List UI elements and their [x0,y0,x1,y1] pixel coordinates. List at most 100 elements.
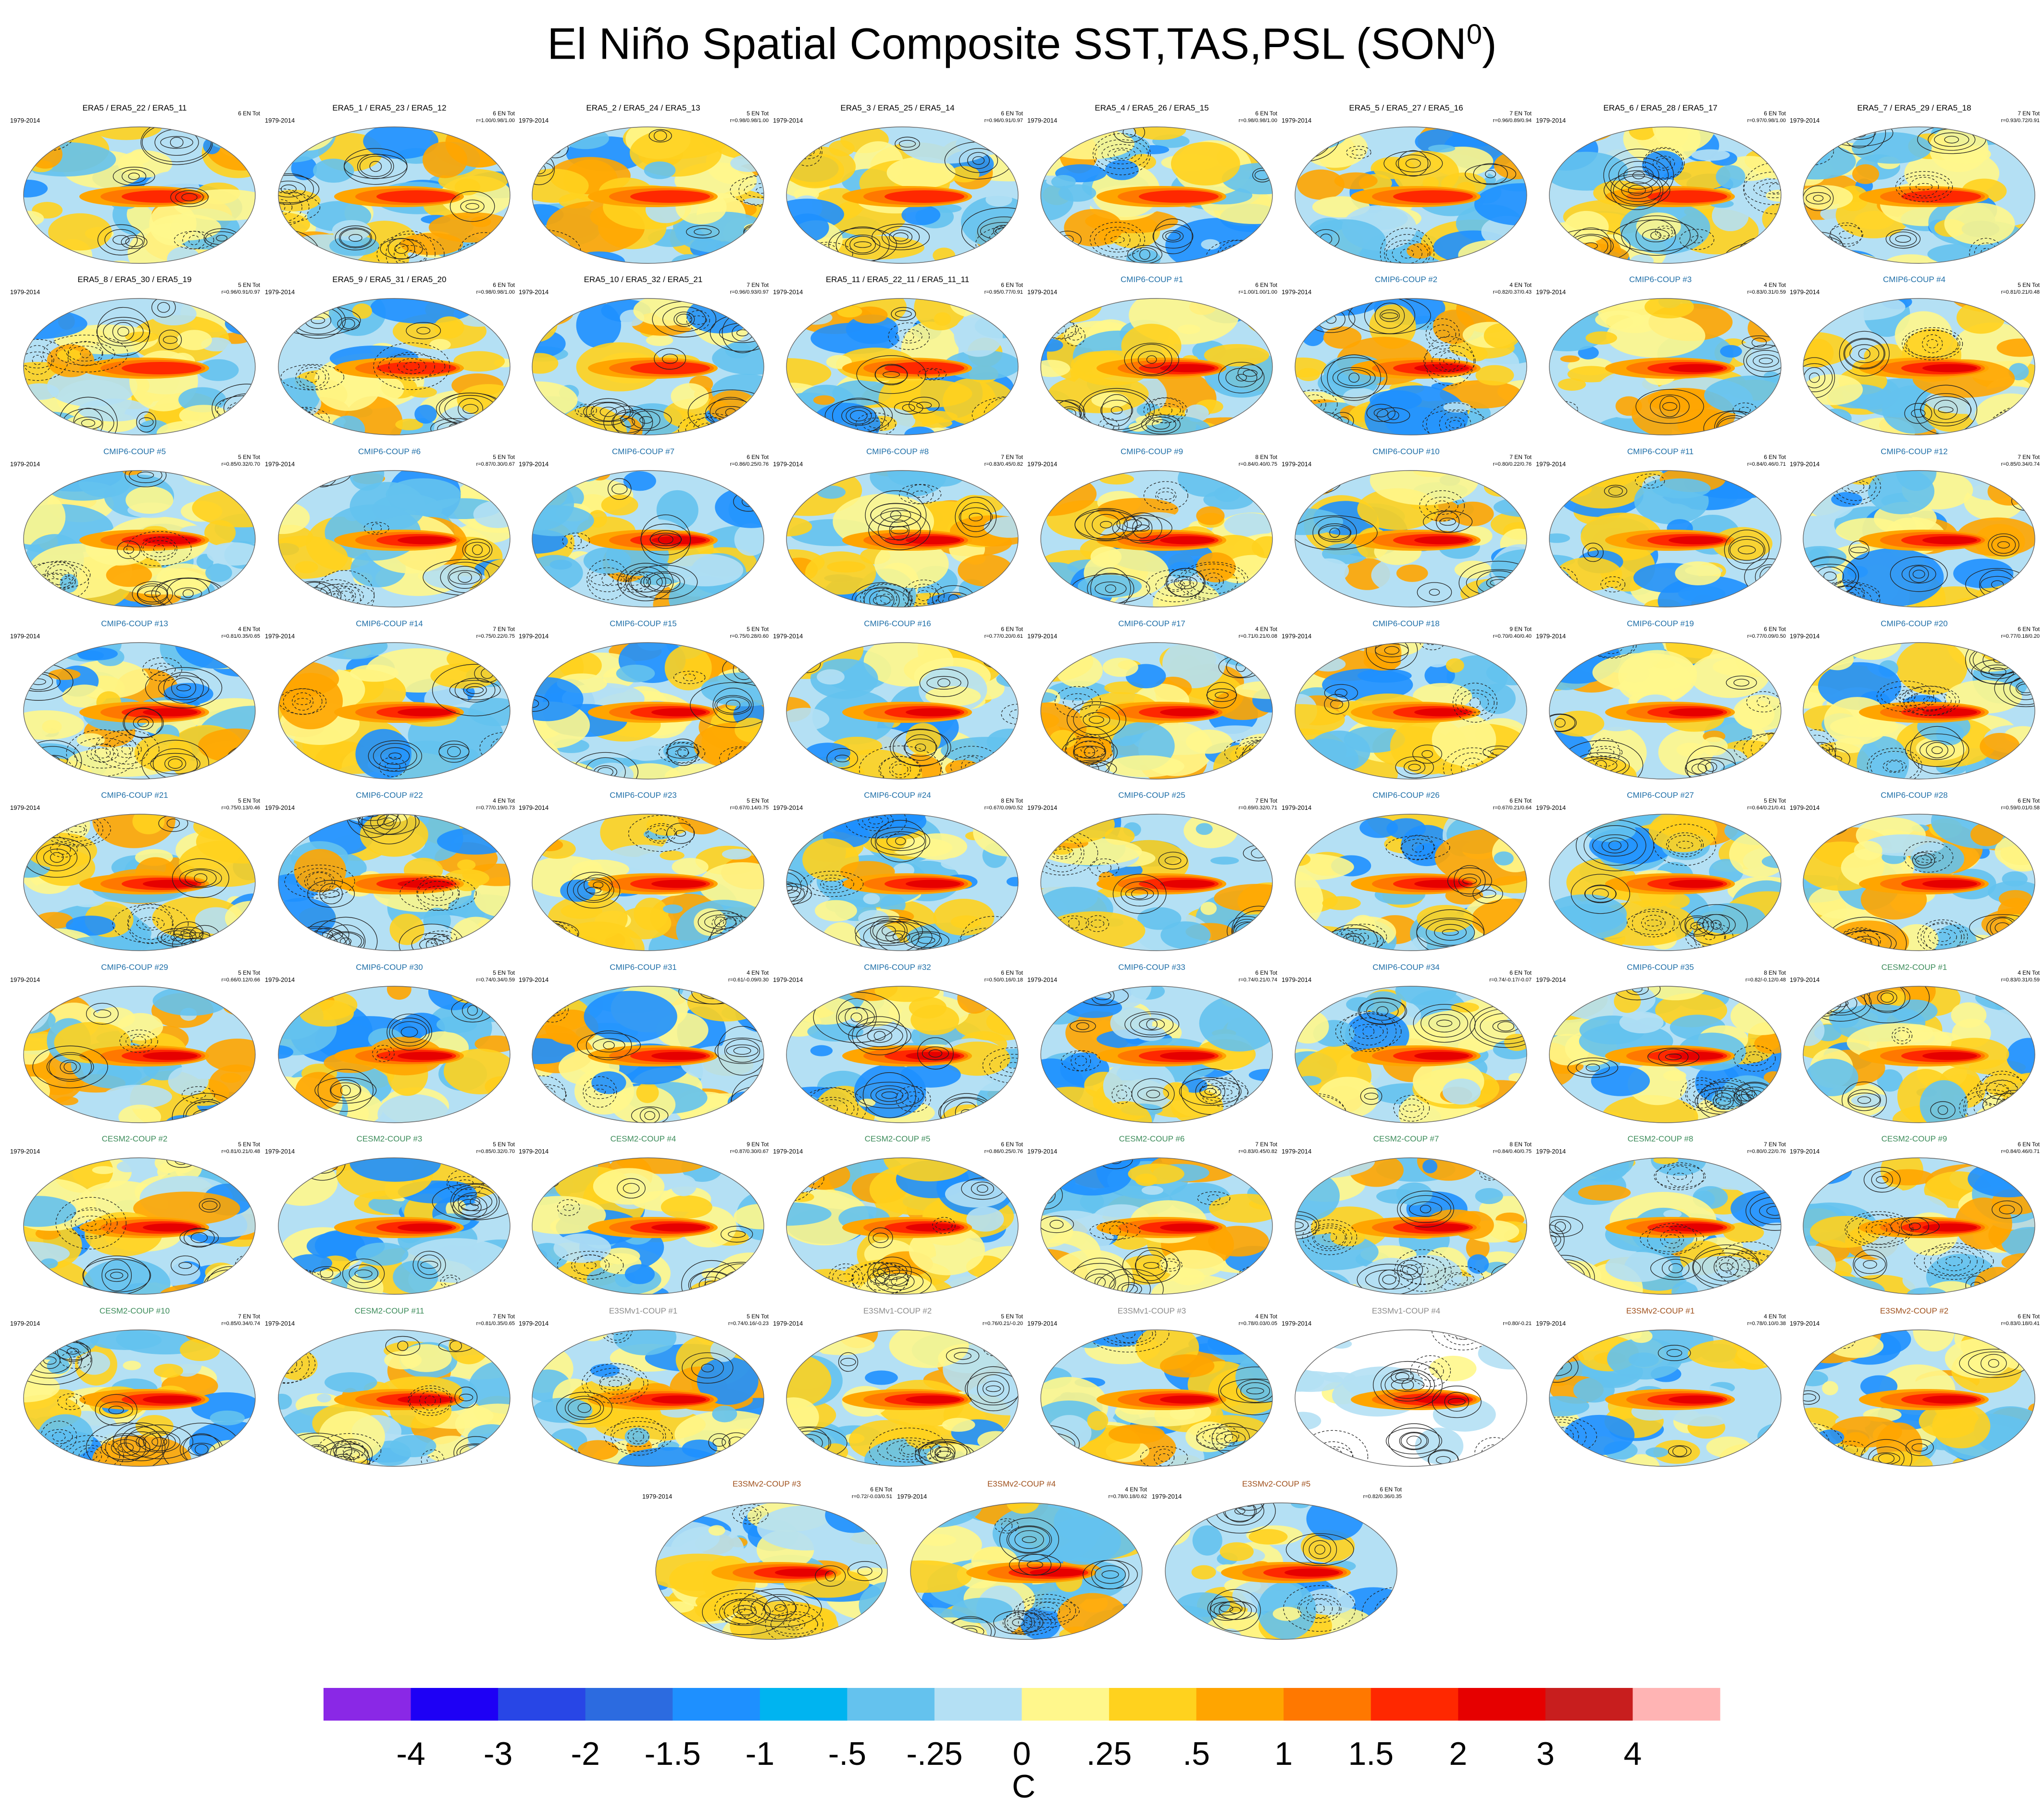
map-field [786,1158,1018,1294]
panel-title: CESM2-COUP #6 [1119,1134,1185,1143]
psl-contour [1904,403,1932,424]
psl-contour [1247,924,1271,939]
anomaly-patch [593,1168,665,1205]
psl-contour [278,188,310,226]
psl-contour [737,1265,764,1294]
panel-correlation: r=0.95/0.77/0.91 [984,289,1023,295]
psl-contour [1113,149,1130,159]
anomaly-patch [789,1192,814,1202]
psl-contour [895,310,912,318]
anomaly-patch [1553,769,1606,779]
panel-period: 1979-2014 [773,117,803,124]
anomaly-patch [671,1175,697,1196]
psl-contour [1295,133,1308,144]
map-panel: CMIP6-COUP #35 1979-2014 8 EN Tot r=0.82/-0… [1536,963,1786,1126]
anomaly-patch [295,1072,343,1111]
anomaly-patch [278,1158,308,1182]
panel-title: ERA5_4 / ERA5_26 / ERA5_15 [1095,103,1209,112]
map-panel: CMIP6-COUP #1 1979-2014 6 EN Tot r=1.00/1.0… [1027,275,1277,438]
psl-contour [786,1167,806,1190]
psl-contour [117,327,129,337]
psl-contour [575,404,597,417]
panel-event-count: 6 EN Tot [1255,282,1277,288]
psl-contour [1838,591,1856,599]
panel-correlation: r=0.59/0.01/0.58 [2001,805,2040,811]
psl-contour [47,564,75,585]
psl-contour [982,1158,1000,1163]
anomaly-patch [1064,209,1123,247]
panel-period: 1979-2014 [1027,460,1058,468]
psl-contour [474,1099,504,1119]
psl-contour [1300,1109,1334,1123]
anomaly-patch [1747,314,1778,343]
psl-contour [895,329,922,344]
anomaly-patch [910,1004,960,1035]
panel-correlation: r=0.67/0.14/0.75 [730,805,769,811]
warm-tongue [1160,364,1215,372]
panel-title: CMIP6-COUP #12 [1881,447,1948,456]
panel-title: CESM2-COUP #5 [864,1134,931,1143]
psl-contour [1448,420,1462,429]
psl-contour [24,127,73,144]
panel-correlation: r=0.69/0.32/0.71 [1238,805,1277,811]
panel-period: 1979-2014 [265,460,295,468]
anomaly-patch [837,305,862,318]
anomaly-patch [797,471,829,476]
panel-title: CESM2-COUP #8 [1627,1134,1694,1143]
psl-contour [462,538,493,561]
psl-contour [1309,761,1321,772]
psl-contour [192,1109,221,1123]
figure-title-superscript: 0 [1466,19,1482,50]
psl-contour [1559,643,1603,657]
psl-contour [294,1275,308,1284]
psl-contour [626,577,642,586]
psl-contour [1431,350,1468,372]
psl-contour [686,310,710,330]
anomaly-patch [57,349,82,361]
anomaly-patch [1951,1002,1987,1028]
anomaly-patch [901,205,941,225]
psl-contour [244,757,255,766]
psl-contour [199,1112,214,1122]
psl-contour [1220,252,1254,263]
panel-correlation: r=0.70/0.40/0.40 [1493,633,1532,639]
psl-contour [1839,230,1854,239]
psl-contour [1552,576,1563,586]
map-panel: CMIP6-COUP #30 1979-2014 5 EN Tot r=0.74/0.… [265,963,515,1126]
psl-contour [591,402,626,422]
panel-event-count: 8 EN Tot [1255,454,1277,460]
psl-contour [650,530,682,549]
panel-event-count: 5 EN Tot [238,797,260,804]
anomaly-patch [1102,657,1138,677]
psl-contour [1605,643,1618,649]
anomaly-patch [1396,564,1428,582]
psl-contour [740,925,764,951]
anomaly-patch [532,329,566,358]
psl-contour [1490,586,1516,605]
map-outline [278,126,511,264]
map-field [532,643,764,779]
map-field [1295,298,1527,435]
psl-contour [27,127,68,144]
panel-event-count: 6 EN Tot [1255,110,1277,117]
psl-contour [1497,592,1509,599]
map-outline [1295,298,1527,435]
psl-contour [342,318,355,329]
psl-contour [1132,247,1158,262]
psl-contour [448,566,482,589]
anomaly-patch [1846,298,1870,304]
psl-contour [1439,351,1460,371]
panel-event-count: 4 EN Tot [1764,282,1786,288]
panel-correlation: r=0.96/0.91/0.97 [984,118,1023,124]
psl-contour [1146,355,1157,364]
panel-title: CMIP6-COUP #11 [1627,447,1694,456]
anomaly-patch [1567,366,1615,383]
anomaly-patch [462,598,486,607]
anomaly-patch [1483,477,1519,497]
psl-contour [235,1255,255,1276]
panel-event-count: 7 EN Tot [493,626,515,632]
panel-map [786,298,1019,435]
anomaly-patch [1619,1011,1664,1034]
anomaly-patch [1473,594,1507,607]
warm-tongue [1414,1052,1469,1060]
